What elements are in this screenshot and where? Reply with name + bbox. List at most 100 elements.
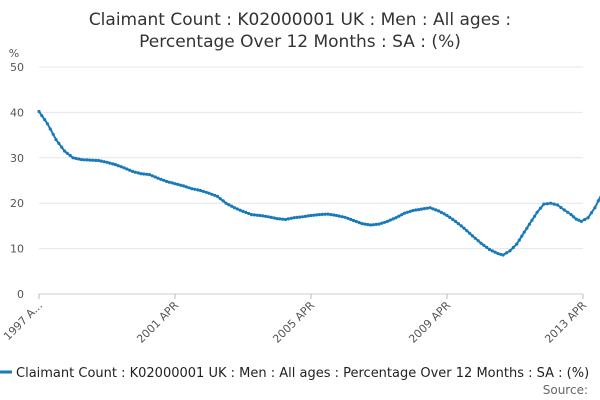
data-point[interactable] xyxy=(105,160,109,164)
data-point[interactable] xyxy=(60,145,64,149)
data-point[interactable] xyxy=(45,122,50,126)
data-point[interactable] xyxy=(542,202,546,206)
data-point[interactable] xyxy=(77,157,81,161)
data-point[interactable] xyxy=(247,211,251,216)
data-point[interactable] xyxy=(515,242,519,246)
data-point[interactable] xyxy=(459,224,463,228)
data-point[interactable] xyxy=(167,180,171,184)
data-point[interactable] xyxy=(309,213,313,218)
data-point[interactable] xyxy=(419,207,424,211)
data-point[interactable] xyxy=(193,187,197,191)
data-point[interactable] xyxy=(360,222,364,226)
data-point[interactable] xyxy=(122,166,126,170)
data-point[interactable] xyxy=(522,230,526,234)
data-point[interactable] xyxy=(346,216,350,220)
data-point[interactable] xyxy=(377,222,381,226)
data-point[interactable] xyxy=(405,210,409,214)
data-point[interactable] xyxy=(48,127,52,131)
data-point[interactable] xyxy=(215,194,220,198)
data-point[interactable] xyxy=(569,213,573,217)
data-point[interactable] xyxy=(207,191,211,195)
data-point[interactable] xyxy=(261,214,265,218)
data-point[interactable] xyxy=(238,208,242,212)
data-point[interactable] xyxy=(400,213,404,217)
data-point[interactable] xyxy=(88,158,92,162)
data-point[interactable] xyxy=(181,184,186,188)
data-point[interactable] xyxy=(414,208,418,212)
data-point[interactable] xyxy=(453,219,458,223)
data-point[interactable] xyxy=(99,159,103,163)
data-point[interactable] xyxy=(340,215,344,219)
data-point[interactable] xyxy=(275,217,279,221)
data-point[interactable] xyxy=(266,215,271,219)
data-point[interactable] xyxy=(62,149,67,153)
data-point[interactable] xyxy=(79,158,84,162)
data-point[interactable] xyxy=(574,217,578,221)
data-point[interactable] xyxy=(343,215,347,219)
data-point[interactable] xyxy=(283,217,288,222)
data-point[interactable] xyxy=(139,172,143,176)
data-point[interactable] xyxy=(111,162,115,166)
data-point[interactable] xyxy=(572,215,576,219)
data-point[interactable] xyxy=(473,236,477,240)
data-point[interactable] xyxy=(221,199,225,203)
data-point[interactable] xyxy=(292,216,296,220)
data-point[interactable] xyxy=(258,213,262,218)
data-point[interactable] xyxy=(545,202,549,206)
data-point[interactable] xyxy=(593,206,597,210)
data-point[interactable] xyxy=(244,210,248,214)
data-point[interactable] xyxy=(269,215,273,219)
data-point[interactable] xyxy=(227,203,231,207)
data-point[interactable] xyxy=(552,202,556,206)
data-point[interactable] xyxy=(71,156,75,160)
data-point[interactable] xyxy=(320,212,324,216)
data-point[interactable] xyxy=(566,210,570,214)
data-point[interactable] xyxy=(68,153,72,158)
data-point[interactable] xyxy=(408,209,412,213)
data-point[interactable] xyxy=(388,218,392,222)
data-point[interactable] xyxy=(224,201,228,205)
data-point[interactable] xyxy=(383,220,387,224)
data-point[interactable] xyxy=(190,187,194,191)
data-point[interactable] xyxy=(196,188,200,192)
data-point[interactable] xyxy=(153,175,157,179)
data-point[interactable] xyxy=(162,178,166,182)
data-point[interactable] xyxy=(527,222,532,226)
data-point[interactable] xyxy=(37,109,41,114)
data-point[interactable] xyxy=(232,206,237,210)
data-point[interactable] xyxy=(312,213,316,217)
data-point[interactable] xyxy=(562,208,566,212)
data-point[interactable] xyxy=(54,138,58,142)
data-point[interactable] xyxy=(525,226,529,230)
data-point[interactable] xyxy=(125,167,129,171)
data-point[interactable] xyxy=(213,193,217,197)
data-point[interactable] xyxy=(411,208,415,213)
data-point[interactable] xyxy=(520,234,524,238)
data-point[interactable] xyxy=(431,207,435,211)
data-point[interactable] xyxy=(535,210,539,214)
data-point[interactable] xyxy=(94,158,98,162)
data-point[interactable] xyxy=(281,217,285,221)
data-point[interactable] xyxy=(179,183,183,187)
data-point[interactable] xyxy=(487,247,492,252)
data-point[interactable] xyxy=(108,161,112,165)
data-point[interactable] xyxy=(385,219,390,223)
data-point[interactable] xyxy=(499,252,503,256)
data-point[interactable] xyxy=(289,216,293,220)
data-point[interactable] xyxy=(332,213,336,217)
data-point[interactable] xyxy=(425,206,429,210)
legend[interactable]: Claimant Count : K02000001 UK : Men : Al… xyxy=(0,366,589,381)
data-point[interactable] xyxy=(323,212,327,216)
data-point[interactable] xyxy=(448,215,452,219)
data-point[interactable] xyxy=(57,141,61,145)
data-point[interactable] xyxy=(538,206,543,210)
data-point[interactable] xyxy=(559,205,563,210)
data-point[interactable] xyxy=(43,118,47,122)
data-point[interactable] xyxy=(113,163,118,167)
data-point[interactable] xyxy=(159,177,163,181)
data-point[interactable] xyxy=(357,221,361,225)
data-point[interactable] xyxy=(485,245,489,249)
data-point[interactable] xyxy=(436,209,441,213)
data-point[interactable] xyxy=(508,249,512,253)
data-point[interactable] xyxy=(579,219,583,223)
